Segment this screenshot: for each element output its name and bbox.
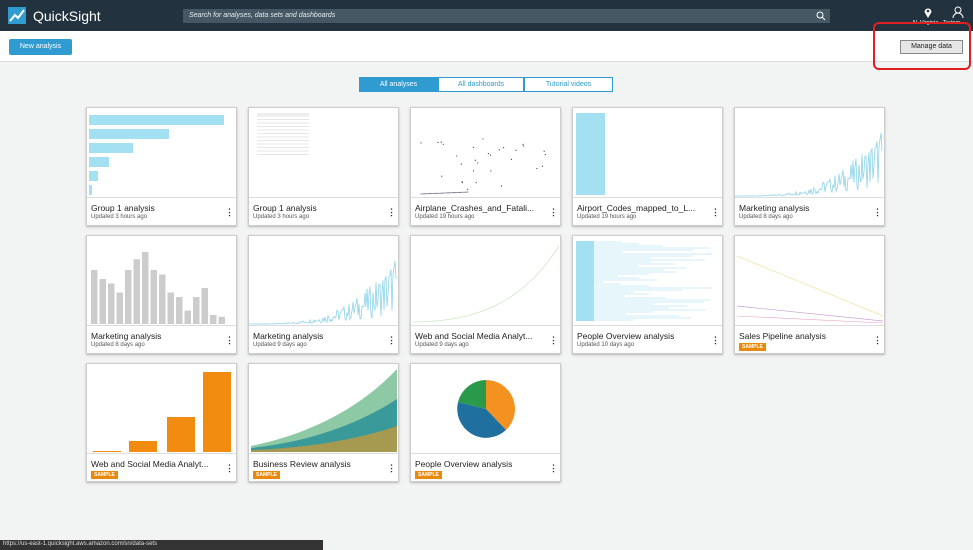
analysis-card[interactable]: Web and Social Media Analyt... SAMPLE ⋮ [86,363,237,482]
card-title: Airport_Codes_mapped_to_L... [577,203,696,213]
region-icon[interactable] [923,7,933,19]
thumbnail [249,364,398,454]
thumbnail-image [412,245,560,323]
card-menu[interactable]: ⋮ [873,335,882,345]
brand: QuickSight [33,8,101,24]
card-menu[interactable]: ⋮ [387,463,396,473]
thumbnail [249,108,398,198]
card-updated: Updated 3 hours ago [253,214,310,220]
card-updated: Updated 19 hours ago [415,214,475,220]
card-title: Web and Social Media Analyt... [415,331,533,341]
sample-badge: SAMPLE [91,471,118,479]
card-title: Group 1 analysis [253,203,317,213]
analysis-card[interactable]: Marketing analysis Updated 9 days ago ⋮ [248,235,399,354]
analysis-card[interactable]: Marketing analysis Updated 8 days ago ⋮ [86,235,237,354]
thumbnail [87,236,236,326]
search-box[interactable]: Search for analyses, data sets and dashb… [183,9,830,23]
card-title: Marketing analysis [253,331,324,341]
manage-data-button[interactable]: Manage data [900,40,963,54]
tab[interactable]: All dashboards [438,77,524,92]
thumbnail-image [457,380,515,438]
thumbnail-image [91,252,225,324]
thumbnail-image [257,113,309,155]
card-updated: Updated 9 days ago [415,342,469,348]
sample-badge: SAMPLE [415,471,442,479]
thumbnail-image [736,255,884,324]
sample-badge: SAMPLE [253,471,280,479]
card-title: Airplane_Crashes_and_Fatali... [415,203,535,213]
card-updated: Updated 9 days ago [253,342,307,348]
thumbnail [573,108,722,198]
analysis-card[interactable]: Group 1 analysis Updated 3 hours ago ⋮ [86,107,237,226]
card-menu[interactable]: ⋮ [387,207,396,217]
card-updated: Updated 3 hours ago [91,214,148,220]
analysis-card[interactable]: Sales Pipeline analysis SAMPLE ⋮ [734,235,885,354]
analysis-card[interactable]: Group 1 analysis Updated 3 hours ago ⋮ [248,107,399,226]
card-menu[interactable]: ⋮ [549,207,558,217]
card-menu[interactable]: ⋮ [873,207,882,217]
thumbnail-image [248,260,397,325]
card-menu[interactable]: ⋮ [711,207,720,217]
user-icon[interactable] [952,6,964,18]
card-title: Marketing analysis [91,331,162,341]
thumbnail [411,108,560,198]
thumbnail [87,108,236,198]
thumbnail [734,108,884,198]
analysis-card[interactable]: Business Review analysis SAMPLE ⋮ [248,363,399,482]
card-updated: Updated 19 hours ago [577,214,637,220]
thumbnail-image [93,372,231,452]
thumbnail-image [251,369,397,452]
analysis-card[interactable]: Marketing analysis Updated 8 days ago ⋮ [734,107,885,226]
sample-badge: SAMPLE [739,343,766,351]
card-title: Sales Pipeline analysis [739,331,826,341]
card-menu[interactable]: ⋮ [225,463,234,473]
toolbar [0,31,973,62]
tab[interactable]: All analyses [359,77,438,92]
thumbnail [573,236,722,326]
thumbnail [248,236,398,326]
thumbnail-image [734,132,883,197]
card-updated: Updated 8 days ago [739,214,793,220]
thumbnail [735,236,884,326]
card-menu[interactable]: ⋮ [711,335,720,345]
card-menu[interactable]: ⋮ [549,335,558,345]
analysis-card[interactable]: Web and Social Media Analyt... Updated 9 … [410,235,561,354]
thumbnail [411,364,560,454]
card-menu[interactable]: ⋮ [387,335,396,345]
card-title: People Overview analysis [415,459,513,469]
analysis-card[interactable]: People Overview analysis SAMPLE ⋮ [410,363,561,482]
analysis-card[interactable]: Airplane_Crashes_and_Fatali... Updated 19… [410,107,561,226]
card-menu[interactable]: ⋮ [225,335,234,345]
highlight-annotation [873,22,971,70]
thumbnail-image [89,115,224,195]
card-updated: Updated 10 days ago [577,342,635,348]
card-title: Web and Social Media Analyt... [91,459,209,469]
analysis-card[interactable]: Airport_Codes_mapped_to_L... Updated 19 h… [572,107,723,226]
card-title: Group 1 analysis [91,203,155,213]
thumbnail [87,364,236,454]
thumbnail-image [576,113,605,195]
logo [8,7,26,24]
card-updated: Updated 8 days ago [91,342,145,348]
status-url: https://us-east-1.quicksight.aws.amazon.… [0,540,323,550]
thumbnail [411,236,560,326]
new-analysis-button[interactable]: New analysis [9,39,72,55]
thumbnail-image [576,241,713,321]
tab[interactable]: Tutorial videos [524,77,613,92]
search-icon[interactable] [816,11,826,21]
card-menu[interactable]: ⋮ [225,207,234,217]
thumbnail-image [420,138,546,195]
card-title: Marketing analysis [739,203,810,213]
card-menu[interactable]: ⋮ [549,463,558,473]
analysis-card[interactable]: People Overview analysis Updated 10 days … [572,235,723,354]
card-title: Business Review analysis [253,459,351,469]
card-title: People Overview analysis [577,331,675,341]
top-bar: QuickSight Search for analyses, data set… [0,0,973,31]
